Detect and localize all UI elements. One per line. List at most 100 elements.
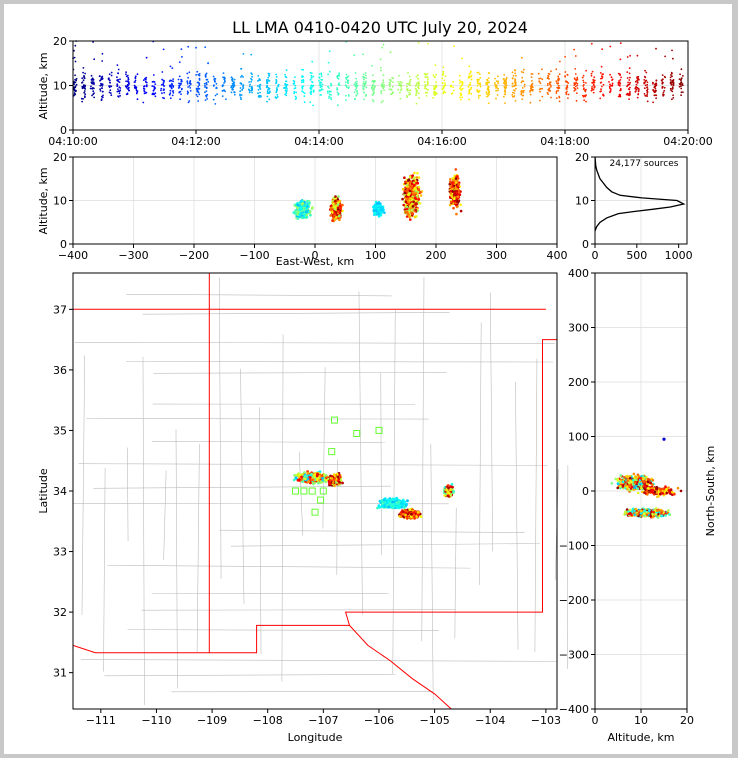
source-point xyxy=(336,210,340,214)
source-point xyxy=(299,209,302,212)
source-point xyxy=(643,82,646,84)
source-point xyxy=(73,49,75,52)
source-point xyxy=(125,71,127,74)
source-point xyxy=(379,67,382,69)
source-point xyxy=(406,82,408,85)
source-point xyxy=(600,81,603,84)
source-point xyxy=(450,185,454,188)
source-point xyxy=(331,481,335,484)
source-point xyxy=(448,182,452,186)
source-point xyxy=(99,90,102,92)
source-point xyxy=(169,97,172,100)
source-point xyxy=(407,71,409,74)
source-point xyxy=(503,95,505,98)
source-point xyxy=(392,502,395,506)
source-point xyxy=(136,73,139,76)
source-point xyxy=(417,41,420,44)
source-point xyxy=(457,186,460,189)
source-point xyxy=(328,97,330,99)
source-point xyxy=(230,91,233,94)
source-point xyxy=(180,48,183,50)
source-point xyxy=(152,92,154,95)
source-point xyxy=(100,99,103,102)
source-point xyxy=(646,91,649,94)
source-point xyxy=(294,95,297,98)
source-point xyxy=(476,80,479,83)
source-point xyxy=(197,100,200,102)
source-point xyxy=(306,205,309,208)
source-point xyxy=(93,96,95,99)
source-point xyxy=(520,70,523,73)
source-point xyxy=(539,77,542,80)
source-point xyxy=(672,97,675,99)
source-point xyxy=(672,94,674,97)
source-point xyxy=(591,81,594,84)
source-point xyxy=(92,93,95,96)
source-point xyxy=(186,72,189,75)
source-point xyxy=(250,80,253,83)
source-point xyxy=(372,209,376,212)
source-point xyxy=(292,83,295,85)
source-point xyxy=(362,53,364,56)
source-point xyxy=(276,95,279,98)
source-point xyxy=(403,191,407,195)
source-point xyxy=(634,87,637,90)
source-point xyxy=(225,98,227,101)
source-point xyxy=(407,179,410,182)
source-point xyxy=(455,212,458,216)
source-point xyxy=(101,83,104,86)
source-point xyxy=(345,78,348,80)
ew-height-xtick-label: 100 xyxy=(365,249,386,262)
source-point xyxy=(377,215,381,218)
source-point xyxy=(247,88,250,91)
source-point xyxy=(591,86,593,88)
source-point xyxy=(512,74,515,77)
source-point xyxy=(405,207,409,211)
source-point xyxy=(573,78,576,80)
source-point xyxy=(355,84,358,86)
source-point xyxy=(547,76,549,79)
source-point xyxy=(275,91,278,94)
source-point xyxy=(347,75,350,78)
histogram-ytick-label: 0 xyxy=(582,238,589,251)
source-point xyxy=(257,88,260,91)
source-point xyxy=(567,97,569,99)
source-point xyxy=(336,206,340,210)
source-point xyxy=(611,84,614,86)
source-point xyxy=(298,473,302,477)
source-point xyxy=(504,83,507,86)
source-point xyxy=(364,72,367,74)
source-point xyxy=(311,206,314,209)
source-point xyxy=(680,85,682,87)
source-point xyxy=(644,79,647,82)
source-point xyxy=(442,66,445,69)
source-point xyxy=(425,85,427,87)
source-point xyxy=(413,176,416,179)
source-point xyxy=(302,81,305,83)
source-point xyxy=(512,77,514,80)
source-point xyxy=(522,91,525,94)
source-point xyxy=(539,82,542,85)
source-point xyxy=(514,72,516,75)
source-point xyxy=(513,92,516,95)
source-point xyxy=(404,200,408,204)
source-point xyxy=(574,55,577,57)
source-point xyxy=(195,46,198,49)
source-point xyxy=(574,73,577,75)
source-point xyxy=(178,91,181,94)
source-point xyxy=(180,93,182,95)
source-point xyxy=(335,215,338,219)
source-point xyxy=(101,52,104,55)
source-point xyxy=(179,98,182,101)
source-point xyxy=(328,95,331,98)
source-point xyxy=(338,218,341,222)
source-point xyxy=(537,72,540,75)
source-point xyxy=(172,91,175,94)
source-point xyxy=(296,203,300,207)
source-point xyxy=(178,82,180,85)
source-point xyxy=(345,94,347,97)
time-height-xtick-label: 04:12:00 xyxy=(171,135,220,148)
source-point xyxy=(418,81,420,83)
source-point xyxy=(152,89,155,92)
source-point xyxy=(330,90,332,93)
